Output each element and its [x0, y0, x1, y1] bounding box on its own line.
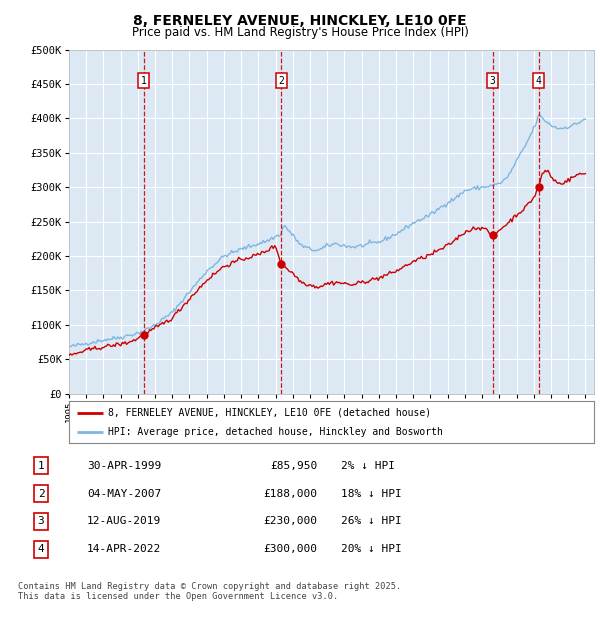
- Text: 1: 1: [140, 76, 146, 86]
- Text: Price paid vs. HM Land Registry's House Price Index (HPI): Price paid vs. HM Land Registry's House …: [131, 26, 469, 39]
- Text: 3: 3: [490, 76, 496, 86]
- Text: 30-APR-1999: 30-APR-1999: [87, 461, 161, 471]
- Text: 2: 2: [278, 76, 284, 86]
- Text: 4: 4: [536, 76, 542, 86]
- Text: £300,000: £300,000: [263, 544, 317, 554]
- Text: 1: 1: [38, 461, 44, 471]
- Text: 04-MAY-2007: 04-MAY-2007: [87, 489, 161, 498]
- Text: £230,000: £230,000: [263, 516, 317, 526]
- Text: 8, FERNELEY AVENUE, HINCKLEY, LE10 0FE (detached house): 8, FERNELEY AVENUE, HINCKLEY, LE10 0FE (…: [109, 407, 431, 417]
- Text: 26% ↓ HPI: 26% ↓ HPI: [341, 516, 401, 526]
- Text: 4: 4: [38, 544, 44, 554]
- Text: 12-AUG-2019: 12-AUG-2019: [87, 516, 161, 526]
- Text: HPI: Average price, detached house, Hinckley and Bosworth: HPI: Average price, detached house, Hinc…: [109, 427, 443, 437]
- Text: 8, FERNELEY AVENUE, HINCKLEY, LE10 0FE: 8, FERNELEY AVENUE, HINCKLEY, LE10 0FE: [133, 14, 467, 28]
- Text: 3: 3: [38, 516, 44, 526]
- Text: 2: 2: [38, 489, 44, 498]
- Text: 20% ↓ HPI: 20% ↓ HPI: [341, 544, 401, 554]
- Text: £85,950: £85,950: [270, 461, 317, 471]
- Text: Contains HM Land Registry data © Crown copyright and database right 2025.
This d: Contains HM Land Registry data © Crown c…: [18, 582, 401, 601]
- Text: 14-APR-2022: 14-APR-2022: [87, 544, 161, 554]
- Text: 2% ↓ HPI: 2% ↓ HPI: [341, 461, 395, 471]
- Text: 18% ↓ HPI: 18% ↓ HPI: [341, 489, 401, 498]
- Text: £188,000: £188,000: [263, 489, 317, 498]
